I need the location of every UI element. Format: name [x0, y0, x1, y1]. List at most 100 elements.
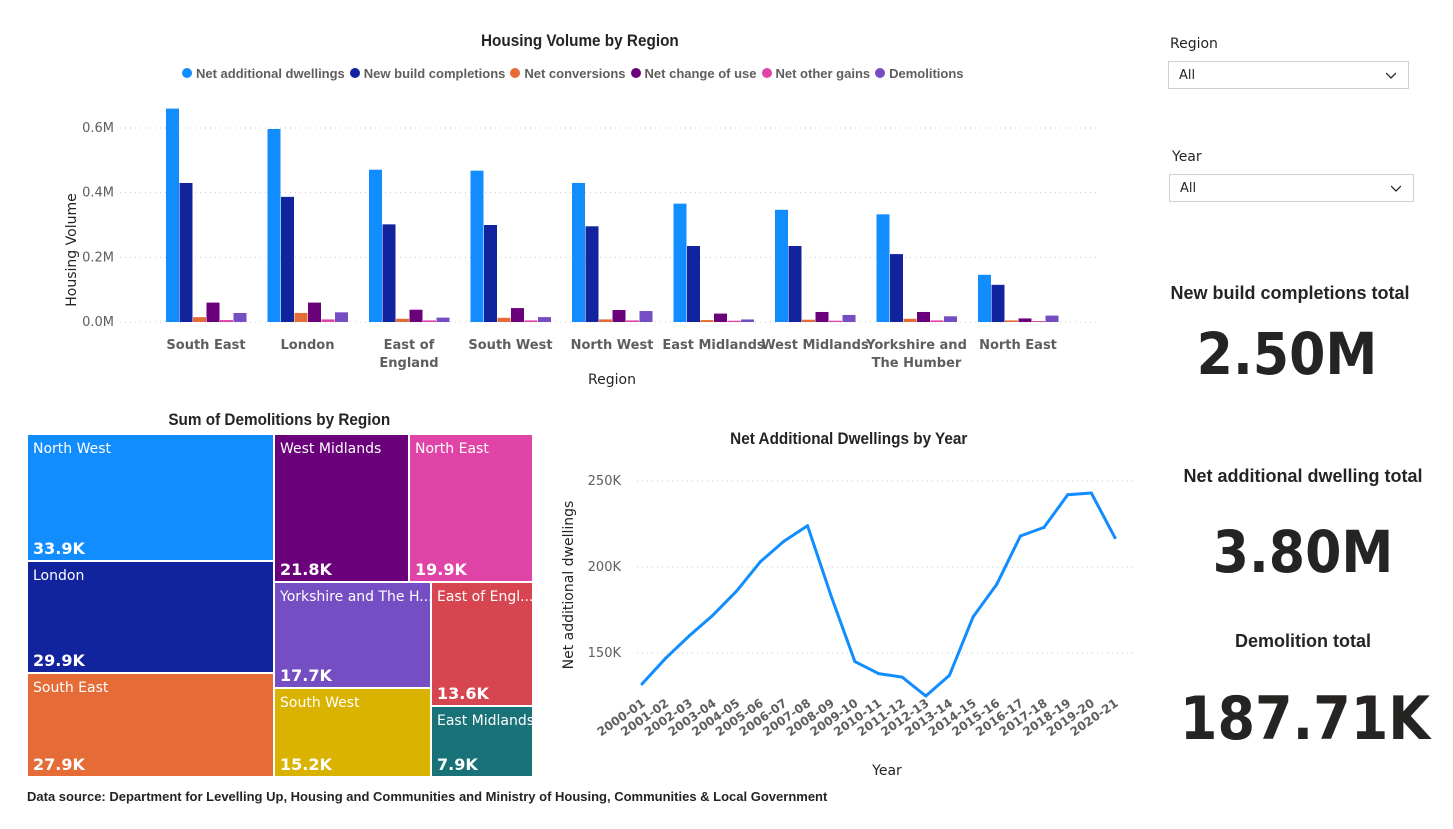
- bar[interactable]: [233, 312, 247, 322]
- data-point[interactable]: [900, 675, 904, 679]
- bar[interactable]: [281, 196, 294, 322]
- bar[interactable]: [382, 224, 396, 322]
- bar[interactable]: [700, 320, 714, 322]
- bar[interactable]: [524, 320, 538, 322]
- bar[interactable]: [741, 319, 754, 322]
- series-line[interactable]: [640, 491, 1117, 698]
- bar[interactable]: [166, 108, 179, 322]
- bar[interactable]: [673, 203, 687, 322]
- bar[interactable]: [727, 320, 741, 322]
- legend-item[interactable]: Net other gains: [761, 66, 870, 81]
- treemap-tile[interactable]: South East 27.9K: [27, 673, 274, 777]
- bar[interactable]: [484, 225, 497, 322]
- bar[interactable]: [1032, 321, 1045, 322]
- data-point[interactable]: [664, 656, 668, 660]
- x-tick-label: South East: [166, 338, 245, 353]
- bar[interactable]: [876, 214, 890, 322]
- bar[interactable]: [423, 320, 436, 322]
- bar[interactable]: [369, 169, 382, 322]
- bar-chart: 0.0M 0.2M 0.4M 0.6M Housing Volume Region Sout…: [64, 108, 1100, 388]
- bar[interactable]: [788, 246, 802, 322]
- bar[interactable]: [842, 314, 856, 322]
- data-point[interactable]: [924, 694, 928, 698]
- bar[interactable]: [1045, 315, 1059, 322]
- treemap-tile[interactable]: North West 33.9K: [27, 434, 274, 561]
- data-point[interactable]: [711, 613, 715, 617]
- treemap-tile-label: South West: [280, 695, 360, 711]
- bar[interactable]: [687, 246, 700, 322]
- bar[interactable]: [802, 319, 815, 322]
- bar[interactable]: [206, 302, 220, 322]
- bar[interactable]: [572, 182, 585, 322]
- bar[interactable]: [538, 317, 551, 322]
- treemap-tile[interactable]: West Midlands 21.8K: [274, 434, 409, 582]
- treemap-tile[interactable]: East Midlands 7.9K: [431, 706, 533, 777]
- bar[interactable]: [1005, 320, 1018, 322]
- treemap-tile[interactable]: Yorkshire and The H... 17.7K: [274, 582, 431, 688]
- bar[interactable]: [978, 274, 991, 322]
- data-point[interactable]: [1042, 525, 1046, 529]
- treemap-tile[interactable]: East of Engl... 13.6K: [431, 582, 533, 706]
- bar[interactable]: [193, 317, 206, 322]
- bar[interactable]: [612, 310, 626, 322]
- treemap-tile[interactable]: North East 19.9K: [409, 434, 533, 582]
- bar[interactable]: [599, 319, 612, 322]
- bar[interactable]: [775, 209, 788, 322]
- data-point[interactable]: [687, 634, 691, 638]
- legend-item[interactable]: Demolitions: [875, 66, 964, 81]
- bar[interactable]: [294, 312, 308, 322]
- data-point[interactable]: [1018, 534, 1022, 538]
- data-point[interactable]: [1113, 536, 1117, 540]
- data-point[interactable]: [971, 615, 975, 619]
- data-point[interactable]: [829, 594, 833, 598]
- data-point[interactable]: [877, 672, 880, 676]
- legend-item[interactable]: Net additional dwellings: [182, 66, 345, 81]
- bar[interactable]: [585, 226, 599, 322]
- x-tick-label: North East: [979, 338, 1057, 353]
- data-point[interactable]: [1066, 493, 1070, 497]
- data-point[interactable]: [947, 673, 951, 677]
- legend-item[interactable]: Net change of use: [630, 66, 757, 81]
- bar[interactable]: [220, 320, 233, 322]
- bar[interactable]: [321, 319, 335, 322]
- bar[interactable]: [714, 313, 727, 322]
- bar[interactable]: [991, 284, 1005, 322]
- bar[interactable]: [470, 170, 484, 322]
- data-point[interactable]: [995, 582, 999, 586]
- bar[interactable]: [511, 308, 524, 322]
- bar[interactable]: [944, 316, 957, 322]
- bar[interactable]: [815, 311, 829, 322]
- data-point[interactable]: [735, 589, 739, 593]
- data-point[interactable]: [853, 660, 857, 664]
- treemap-title: Sum of Demolitions by Region: [168, 410, 391, 429]
- year-slicer-dropdown[interactable]: All: [1169, 174, 1414, 202]
- data-point[interactable]: [640, 682, 644, 686]
- bar[interactable]: [917, 311, 930, 322]
- data-point[interactable]: [758, 560, 762, 564]
- data-point[interactable]: [806, 524, 810, 528]
- bar[interactable]: [1018, 318, 1032, 322]
- treemap-tile[interactable]: London 29.9K: [27, 561, 274, 673]
- bar[interactable]: [179, 182, 193, 322]
- bar[interactable]: [639, 311, 653, 322]
- bar[interactable]: [497, 317, 511, 322]
- kpi-demolition-title: Demolition total: [1235, 631, 1371, 651]
- legend-item[interactable]: New build completions: [349, 66, 505, 81]
- bar[interactable]: [930, 320, 944, 322]
- bar[interactable]: [829, 320, 842, 322]
- treemap-tile[interactable]: South West 15.2K: [274, 688, 431, 777]
- region-slicer-value: All: [1179, 68, 1196, 83]
- bar[interactable]: [436, 317, 450, 322]
- data-point[interactable]: [1089, 491, 1093, 495]
- bar[interactable]: [409, 309, 423, 322]
- bar[interactable]: [890, 254, 903, 322]
- data-point[interactable]: [782, 539, 786, 543]
- bar[interactable]: [396, 318, 409, 322]
- bar[interactable]: [903, 318, 917, 322]
- bar[interactable]: [308, 302, 321, 322]
- bar[interactable]: [335, 312, 348, 322]
- region-slicer-dropdown[interactable]: All: [1168, 61, 1409, 89]
- legend-item[interactable]: Net conversions: [510, 66, 626, 81]
- bar[interactable]: [626, 320, 639, 322]
- bar[interactable]: [267, 128, 281, 322]
